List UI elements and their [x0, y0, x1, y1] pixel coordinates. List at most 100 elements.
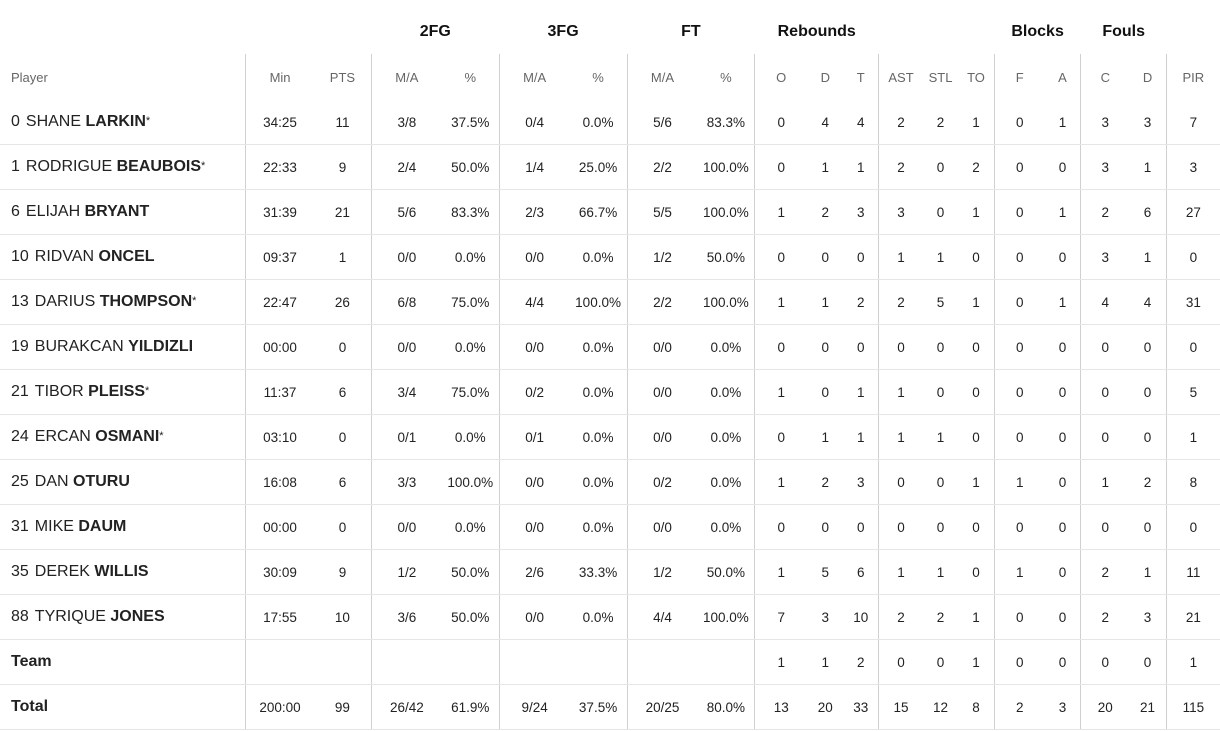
player-cell[interactable]: 19 BURAKCAN YILDIZLI	[0, 324, 246, 370]
cell-min: 03:10	[245, 414, 315, 460]
player-cell[interactable]: 1 RODRIGUE BEAUBOIS*	[0, 144, 246, 190]
cell-stl: 0	[922, 369, 959, 415]
player-number: 24	[11, 428, 29, 445]
player-last-name[interactable]: BRYANT	[84, 203, 150, 220]
table-row: 13 DARIUS THOMPSON* 22:47 26 6/8 75.0% 4/4 100.…	[0, 279, 1220, 325]
player-last-name[interactable]: OTURU	[73, 473, 130, 490]
player-cell[interactable]: 13 DARIUS THOMPSON*	[0, 279, 246, 325]
table-row: 35 DEREK WILLIS 30:09 9 1/2 50.0% 2/6 33.3% 1/2 5…	[0, 549, 1220, 595]
cell-ft-ma: 2/2	[626, 279, 698, 325]
cell-foul-c: 4	[1080, 279, 1130, 325]
player-cell[interactable]: 88 TYRIQUE JONES	[0, 594, 246, 640]
cell-pir: 0	[1165, 234, 1220, 280]
table-row: 31 MIKE DAUM 00:00 0 0/0 0.0% 0/0 0.0% 0/0 0.0% 0 0…	[0, 504, 1220, 550]
cell-pir: 21	[1165, 594, 1220, 640]
player-cell[interactable]: 35 DEREK WILLIS	[0, 549, 246, 595]
group-rebounds: Rebounds	[777, 23, 856, 40]
table-row: 0 SHANE LARKIN* 34:25 11 3/8 37.5% 0/4 0.0% 5/6 8…	[0, 100, 1220, 145]
cell-pts: 9	[314, 549, 372, 595]
column-header-row: Player Min PTS M/A % M/A % M/A % O D T A…	[0, 54, 1220, 100]
cell-ft-ma: 4/4	[626, 594, 698, 640]
col-player[interactable]: Player	[11, 69, 48, 85]
cell-to: 0	[958, 549, 995, 595]
cell-to: 0	[958, 324, 995, 370]
player-cell[interactable]: 6 ELIJAH BRYANT	[0, 189, 246, 235]
col-3fg-ma[interactable]: M/A	[498, 54, 570, 100]
player-cell[interactable]: 25 DAN OTURU	[0, 459, 246, 505]
player-last-name[interactable]: LARKIN	[85, 113, 146, 130]
player-cell[interactable]: 31 MIKE DAUM	[0, 504, 246, 550]
cell-2fg-pct: 61.9%	[441, 684, 500, 730]
player-last-name[interactable]: DAUM	[78, 518, 127, 535]
col-pir[interactable]: PIR	[1165, 54, 1220, 100]
player-last-name[interactable]: OSMANI	[95, 428, 160, 445]
cell-2fg-pct: 50.0%	[441, 144, 500, 190]
player-cell[interactable]: 0 SHANE LARKIN*	[0, 100, 246, 145]
player-number: 25	[11, 473, 29, 490]
col-3fg-pct[interactable]: %	[592, 69, 604, 85]
cell-blk-f: 1	[993, 459, 1045, 505]
cell-blk-f: 0	[993, 189, 1045, 235]
cell-reb-t: 6	[843, 549, 879, 595]
col-foul-d[interactable]: D	[1142, 69, 1153, 85]
cell-pir: 1	[1165, 414, 1220, 460]
player-last-name[interactable]: WILLIS	[94, 563, 149, 580]
cell-3fg-ma: 2/6	[498, 549, 570, 595]
cell-blk-a: 1	[1044, 189, 1081, 235]
player-cell[interactable]: 21 TIBOR PLEISS*	[0, 369, 246, 415]
col-to[interactable]: TO	[967, 69, 985, 85]
cell-blk-a: 0	[1044, 369, 1081, 415]
cell-foul-d: 3	[1129, 594, 1167, 640]
col-reb-d[interactable]: D	[820, 69, 830, 85]
cell-ft-ma: 0/2	[626, 459, 698, 505]
player-last-name[interactable]: JONES	[110, 608, 165, 625]
player-last-name[interactable]: YILDIZLI	[128, 338, 194, 355]
cell-foul-c: 0	[1080, 639, 1130, 685]
col-ft-ma[interactable]: M/A	[626, 54, 698, 100]
col-ft-pct[interactable]: %	[720, 69, 732, 85]
player-number: 0	[11, 113, 20, 130]
cell-min: 11:37	[245, 369, 315, 415]
player-last-name[interactable]: PLEISS	[88, 383, 146, 400]
cell-pts: 0	[314, 504, 372, 550]
cell-ft-pct: 0.0%	[697, 414, 755, 460]
cell-pts: 26	[314, 279, 372, 325]
table-row: 24 ERCAN OSMANI* 03:10 0 0/1 0.0% 0/1 0.0% 0/0 0.…	[0, 414, 1220, 460]
col-2fg-ma[interactable]: M/A	[370, 54, 442, 100]
cell-pir: 1	[1165, 639, 1220, 685]
team-row: Team 1 1 2 0 0 1 0 0 0 0 1	[0, 639, 1220, 685]
player-last-name[interactable]: THOMPSON	[99, 293, 193, 310]
cell-reb-d: 3	[807, 594, 844, 640]
table-row: 21 TIBOR PLEISS* 11:37 6 3/4 75.0% 0/2 0.0% 0/0 0…	[0, 369, 1220, 415]
cell-pir: 27	[1165, 189, 1220, 235]
player-last-name[interactable]: BEAUBOIS	[116, 158, 202, 175]
col-foul-c[interactable]: C	[1080, 54, 1130, 100]
cell-3fg-ma	[498, 639, 570, 685]
player-last-name[interactable]: ONCEL	[98, 248, 155, 265]
group-blocks: Blocks	[1011, 23, 1064, 40]
cell-blk-a: 0	[1044, 234, 1081, 280]
cell-stl: 0	[922, 189, 959, 235]
cell-pts: 99	[314, 684, 372, 730]
cell-reb-o: 0	[754, 100, 808, 145]
col-reb-o[interactable]: O	[754, 54, 808, 100]
col-blk-a[interactable]: A	[1058, 69, 1067, 85]
cell-to: 0	[958, 369, 995, 415]
col-reb-t[interactable]: T	[856, 69, 865, 85]
col-blk-f[interactable]: F	[993, 54, 1045, 100]
cell-foul-c: 3	[1080, 144, 1130, 190]
col-pts[interactable]: PTS	[329, 69, 356, 85]
player-cell[interactable]: 24 ERCAN OSMANI*	[0, 414, 246, 460]
col-ast[interactable]: AST	[878, 54, 923, 100]
col-2fg-pct[interactable]: %	[464, 69, 477, 85]
cell-stl: 0	[922, 639, 959, 685]
cell-pts: 0	[314, 324, 372, 370]
player-cell[interactable]: 10 RIDVAN ONCEL	[0, 234, 246, 280]
col-min[interactable]: Min	[245, 54, 315, 100]
col-stl[interactable]: STL	[928, 69, 953, 85]
cell-ft-pct: 0.0%	[697, 324, 755, 370]
cell-3fg-ma: 4/4	[498, 279, 570, 325]
cell-stl: 1	[922, 549, 959, 595]
cell-stl: 1	[922, 414, 959, 460]
player-first-name: SHANE	[25, 113, 82, 130]
